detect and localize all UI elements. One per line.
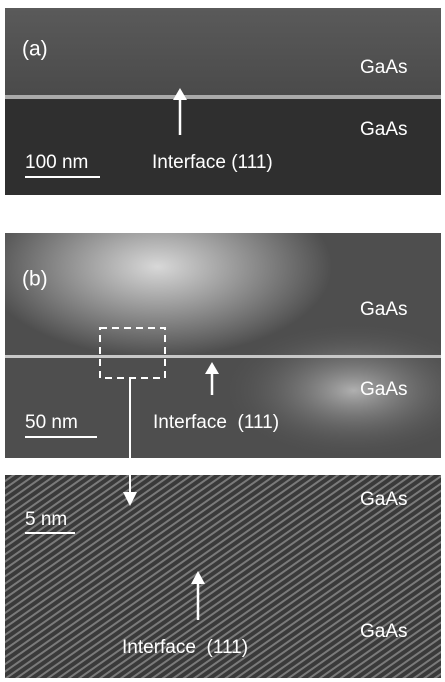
layer-label: GaAs bbox=[360, 379, 408, 400]
scale-bar: 5 nm bbox=[25, 509, 67, 530]
scale-bar: 50 nm bbox=[25, 412, 78, 433]
scale-bar: 100 nm bbox=[25, 152, 88, 173]
panel-a: (a) GaAs GaAs 100 nm Interface (111) bbox=[5, 8, 441, 195]
interface-label: Interface (111) bbox=[122, 637, 248, 658]
figure: (a) GaAs GaAs 100 nm Interface (111) (b)… bbox=[0, 0, 445, 682]
layer-label: GaAs bbox=[360, 299, 408, 320]
layer-label: GaAs bbox=[360, 489, 408, 510]
panel-label: (a) bbox=[22, 38, 48, 61]
interface-label: Interface (111) bbox=[153, 412, 279, 433]
layer-label: GaAs bbox=[360, 57, 408, 78]
panel-b: (b) GaAs GaAs 50 nm Interface (111) bbox=[5, 233, 441, 458]
panel-label: (b) bbox=[22, 268, 48, 291]
layer-label: GaAs bbox=[360, 621, 408, 642]
layer-label: GaAs bbox=[360, 119, 408, 140]
interface-label: Interface (111) bbox=[152, 152, 273, 173]
